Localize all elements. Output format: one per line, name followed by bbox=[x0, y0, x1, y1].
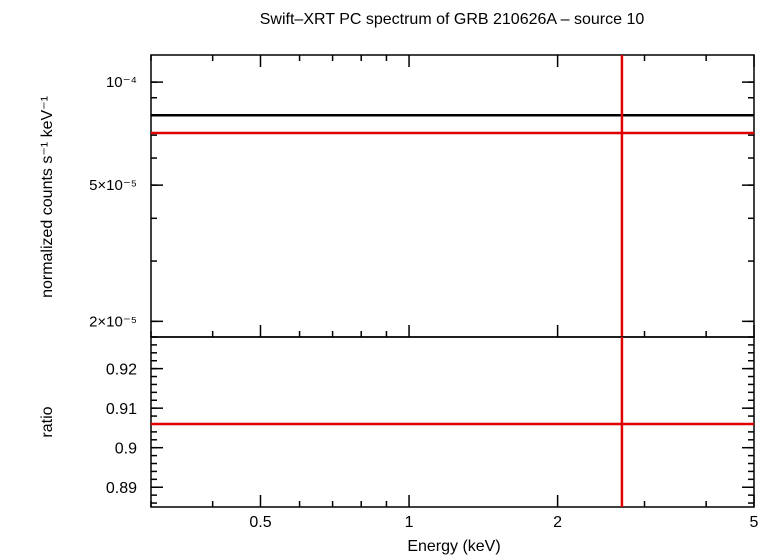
bottom-panel-frame bbox=[150, 336, 755, 508]
x-axis-label: Energy (keV) bbox=[407, 538, 500, 555]
bottom-y-tick-label: 0.91 bbox=[106, 401, 137, 418]
x-tick-label: 2 bbox=[553, 514, 562, 531]
top-panel-y-label: normalized counts s⁻¹ keV⁻¹ bbox=[39, 96, 56, 298]
x-tick-label: 0.5 bbox=[249, 514, 271, 531]
bottom-y-tick-label: 0.89 bbox=[106, 480, 137, 497]
top-y-tick-label: 10⁻⁴ bbox=[106, 74, 137, 91]
top-y-tick-label: 2×10⁻⁵ bbox=[89, 313, 137, 330]
chart-title: Swift–XRT PC spectrum of GRB 210626A – s… bbox=[260, 11, 645, 28]
bottom-panel-y-label: ratio bbox=[39, 406, 56, 437]
bottom-panel: 0.92 0.91 0.9 0.89 ratio bbox=[39, 336, 755, 508]
bottom-panel-series bbox=[151, 337, 754, 507]
x-tick-label: 1 bbox=[405, 514, 414, 531]
top-y-tick-label: 5×10⁻⁵ bbox=[89, 177, 137, 194]
top-panel-ticks: 10⁻⁴ 5×10⁻⁵ 2×10⁻⁵ bbox=[89, 74, 754, 330]
top-panel-frame bbox=[150, 54, 755, 338]
top-panel: 10⁻⁴ 5×10⁻⁵ 2×10⁻⁵ normalized counts s⁻¹ k… bbox=[39, 54, 755, 338]
top-panel-series bbox=[151, 55, 754, 337]
x-axis-ticks: 0.5 1 2 5 bbox=[150, 55, 759, 531]
x-tick-label: 5 bbox=[750, 514, 759, 531]
bottom-panel-ticks: 0.92 0.91 0.9 0.89 bbox=[106, 336, 754, 504]
bottom-y-tick-label: 0.92 bbox=[106, 362, 137, 379]
bottom-y-tick-label: 0.9 bbox=[115, 441, 137, 458]
